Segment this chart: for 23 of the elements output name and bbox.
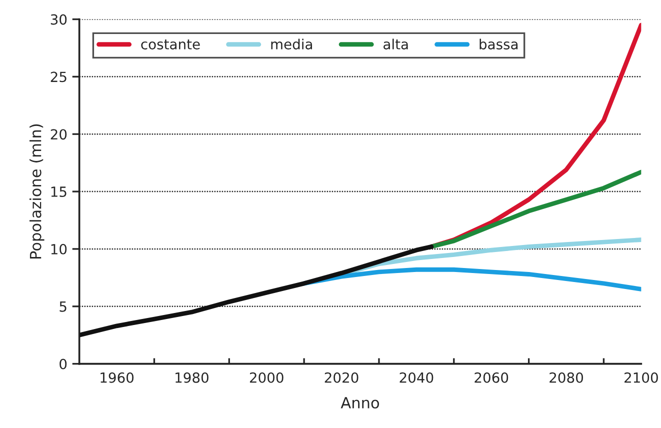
x-axis-title: Anno [340, 397, 379, 409]
legend-label: alta [384, 38, 408, 50]
legend-label: bassa [480, 38, 518, 50]
y-tick-label: 5 [60, 302, 66, 312]
x-tick-label: 2060 [474, 372, 508, 383]
y-tick-label: 30 [50, 14, 67, 25]
legend-label: media [271, 38, 312, 50]
x-tick-label: 2100 [624, 372, 658, 383]
y-tick-label: 15 [51, 186, 66, 198]
x-tick-label: 1960 [100, 372, 134, 383]
y-tick-label: 0 [60, 358, 67, 370]
x-tick-label: 2080 [550, 372, 584, 383]
line-series [79, 244, 434, 338]
legend-label: costante [141, 40, 200, 50]
y-axis-title: Popolazione (mln) [30, 124, 44, 258]
y-tick-label: 10 [51, 244, 67, 254]
y-tick-label: 20 [50, 129, 67, 140]
x-tick-label: 1980 [176, 372, 208, 383]
y-tick-label: 25 [50, 72, 66, 82]
x-tick-label: 2020 [324, 372, 358, 383]
x-tick-label: 2040 [400, 372, 434, 383]
x-tick-label: 2000 [250, 372, 284, 383]
line-series [429, 170, 642, 249]
